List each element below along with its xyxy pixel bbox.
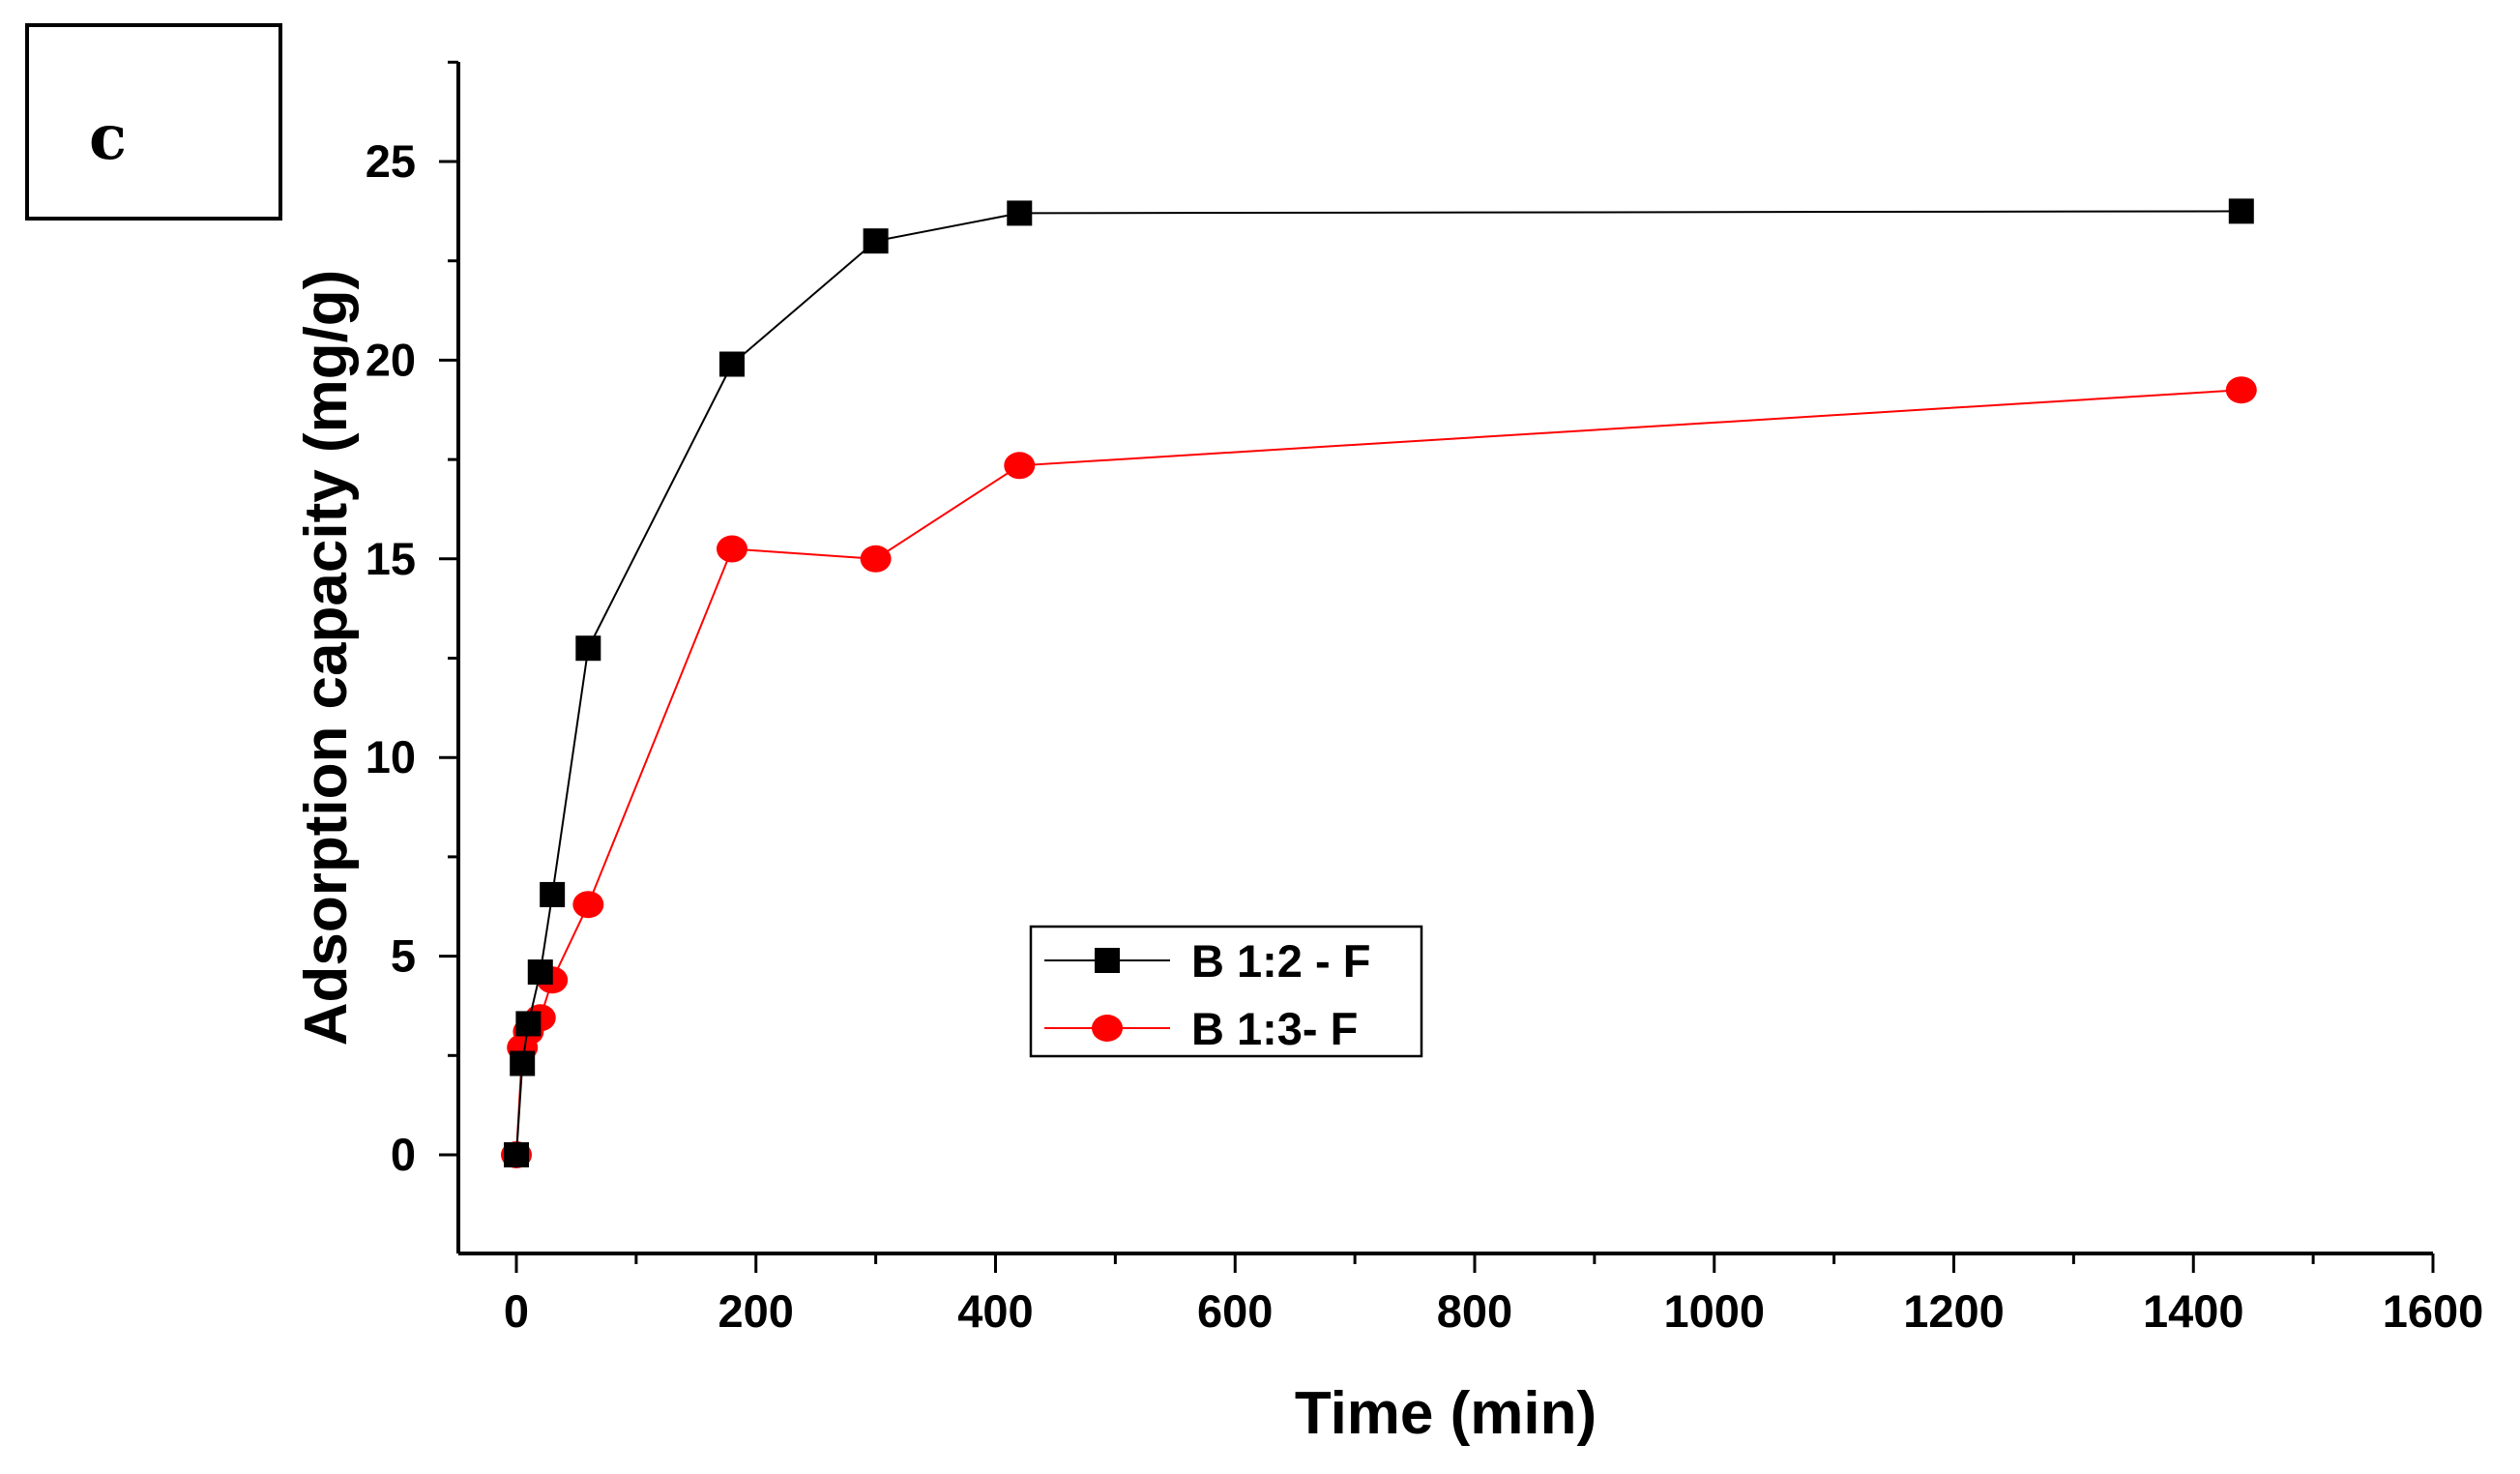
y-tick-label: 0: [391, 1129, 416, 1180]
data-point-circle: [716, 535, 747, 563]
legend-marker-series-1: [1095, 948, 1120, 973]
y-tick-label: 25: [366, 135, 416, 187]
data-point-square: [1007, 200, 1033, 226]
legend-label-series-1: B 1:2 - F: [1191, 935, 1370, 987]
data-point-square: [718, 351, 745, 377]
legend-label-series-2: B 1:3- F: [1191, 1003, 1358, 1054]
data-point-square: [2228, 198, 2254, 224]
data-point-circle: [1004, 452, 1036, 480]
data-point-square: [527, 959, 553, 986]
x-axis-title: Time (min): [1295, 1380, 1597, 1447]
legend-marker-series-2: [1092, 1015, 1123, 1042]
data-point-square: [575, 635, 601, 662]
data-point-square: [510, 1050, 536, 1076]
x-tick-label: 1400: [2143, 1285, 2244, 1337]
x-tick-label: 600: [1197, 1285, 1273, 1337]
data-point-circle: [860, 545, 892, 573]
y-axis-title: Adsorption capacity (mg/g): [293, 270, 360, 1047]
x-tick-label: 1600: [2383, 1285, 2484, 1337]
panel-label-box: [25, 23, 282, 221]
series-1-line: [515, 210, 2242, 1156]
data-point-circle: [2225, 376, 2257, 404]
x-tick-label: 1000: [1663, 1285, 1765, 1337]
data-point-square: [504, 1142, 529, 1167]
series-1: [504, 198, 2254, 1167]
data-point-square: [515, 1011, 542, 1037]
data-point-square: [863, 228, 889, 254]
panel-label: c: [89, 102, 127, 174]
y-tick-label: 15: [366, 533, 416, 584]
series-layer: [501, 198, 2257, 1168]
data-point-square: [540, 881, 566, 907]
x-tick-label: 800: [1437, 1285, 1512, 1337]
x-axis-ticks: 0 200 400 600 800 1000 1200 1400 1600: [504, 1253, 2483, 1337]
x-tick-label: 400: [957, 1285, 1033, 1337]
x-tick-label: 200: [718, 1285, 794, 1337]
y-tick-label: 20: [366, 334, 416, 385]
y-axis-ticks: 0 5 10 15 20 25: [366, 60, 458, 1180]
legend: B 1:2 - F B 1:3- F: [1029, 925, 1423, 1058]
data-point-circle: [572, 891, 604, 919]
y-tick-label: 5: [391, 930, 416, 982]
y-tick-label: 10: [366, 731, 416, 782]
x-tick-label: 1200: [1903, 1285, 2005, 1337]
x-tick-label: 0: [504, 1285, 529, 1337]
